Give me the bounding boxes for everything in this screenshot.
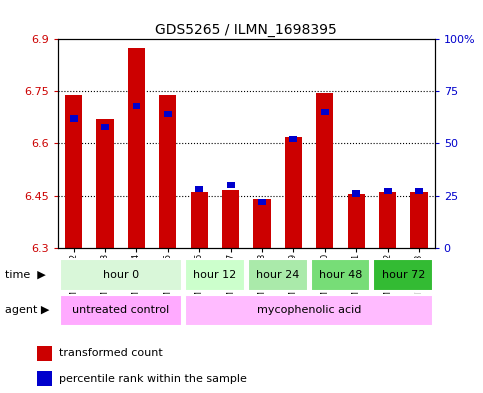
Bar: [258, 198, 266, 205]
Bar: [37, 346, 53, 361]
Text: transformed count: transformed count: [59, 348, 163, 358]
Bar: [185, 259, 245, 291]
Text: percentile rank within the sample: percentile rank within the sample: [59, 374, 247, 384]
Bar: [384, 188, 392, 195]
Bar: [132, 103, 141, 109]
Text: hour 48: hour 48: [319, 270, 362, 280]
Bar: [222, 190, 239, 248]
Text: hour 0: hour 0: [103, 270, 139, 280]
Bar: [227, 182, 235, 188]
Text: time  ▶: time ▶: [5, 270, 45, 280]
Bar: [379, 192, 396, 248]
Bar: [159, 95, 176, 248]
Text: hour 12: hour 12: [193, 270, 237, 280]
Text: mycophenolic acid: mycophenolic acid: [257, 305, 361, 316]
Title: GDS5265 / ILMN_1698395: GDS5265 / ILMN_1698395: [156, 23, 337, 37]
Bar: [248, 259, 308, 291]
Bar: [348, 194, 365, 248]
Bar: [101, 124, 109, 130]
Bar: [254, 199, 270, 248]
Bar: [185, 295, 433, 326]
Bar: [59, 259, 182, 291]
Bar: [128, 48, 145, 248]
Text: hour 24: hour 24: [256, 270, 299, 280]
Bar: [65, 95, 82, 248]
Bar: [321, 109, 329, 115]
Bar: [411, 192, 427, 248]
Text: hour 72: hour 72: [382, 270, 425, 280]
Bar: [59, 295, 182, 326]
Bar: [191, 192, 208, 248]
Bar: [70, 115, 78, 121]
Bar: [164, 111, 172, 118]
Bar: [373, 259, 433, 291]
Bar: [316, 93, 333, 248]
Bar: [311, 259, 370, 291]
Bar: [289, 136, 298, 142]
Bar: [285, 136, 302, 248]
Bar: [97, 119, 114, 248]
Bar: [37, 371, 53, 386]
Bar: [415, 188, 423, 195]
Bar: [195, 186, 203, 193]
Text: untreated control: untreated control: [72, 305, 170, 316]
Text: agent ▶: agent ▶: [5, 305, 49, 316]
Bar: [352, 190, 360, 196]
